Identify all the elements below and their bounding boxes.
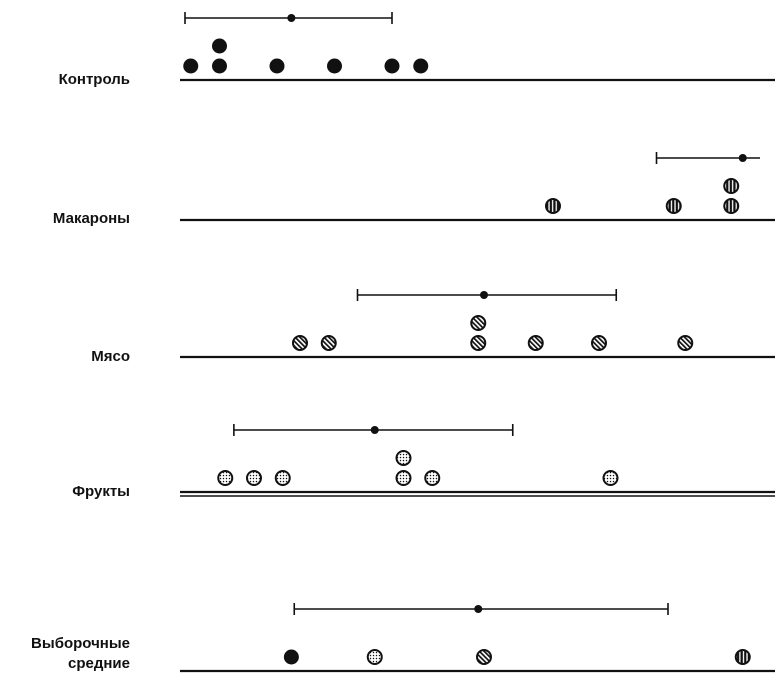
row-3-mean-dot xyxy=(480,291,488,299)
row-5-point-2 xyxy=(366,649,383,665)
row-4-point-2 xyxy=(246,470,262,486)
row-2-point-3 xyxy=(723,198,740,214)
row-1-mean-dot xyxy=(287,14,296,22)
row-4-point-4 xyxy=(395,470,412,486)
row-label-sample-means-line1: Выборочные xyxy=(31,635,130,652)
row-4-point-7 xyxy=(602,470,619,486)
row-5-mean-dot xyxy=(474,605,483,613)
row-2-point-4 xyxy=(723,178,740,194)
row-label-sample-means-line2: средние xyxy=(68,655,130,672)
row-2-point-1 xyxy=(545,198,561,214)
row-2-mean-dot xyxy=(738,154,747,162)
row-4-point-3 xyxy=(274,470,291,486)
row-label-sample-means: Выборочные средние xyxy=(31,634,130,674)
row-1-point-5 xyxy=(327,58,342,74)
row-5-point-1 xyxy=(283,649,299,665)
row-1-point-7 xyxy=(413,58,429,74)
row-2-point-2 xyxy=(665,198,682,214)
row-3-point-5 xyxy=(527,335,544,351)
row-3-point-7 xyxy=(677,335,694,351)
row-5-point-3 xyxy=(476,649,492,665)
row-4-point-6 xyxy=(424,470,441,486)
row-4-mean-dot xyxy=(370,426,379,434)
row-4-point-1 xyxy=(217,470,234,486)
row-label-control: Контроль xyxy=(58,71,130,88)
row-3-point-1 xyxy=(292,335,308,351)
row-label-meat: Мясо xyxy=(91,348,130,365)
row-3-point-2 xyxy=(320,335,337,351)
row-1-point-3 xyxy=(212,38,227,54)
row-3-point-3 xyxy=(470,335,487,351)
row-3-point-4 xyxy=(470,315,487,331)
row-1-point-4 xyxy=(269,58,285,74)
row-label-pasta: Макароны xyxy=(52,210,130,227)
row-label-fruit: Фрукты xyxy=(72,483,130,500)
row-4-point-5 xyxy=(395,450,412,466)
row-1-point-1 xyxy=(183,58,199,74)
row-1-point-6 xyxy=(384,58,400,74)
row-1-point-2 xyxy=(212,58,227,74)
row-5-point-4 xyxy=(734,649,751,665)
row-3-point-6 xyxy=(591,335,607,351)
